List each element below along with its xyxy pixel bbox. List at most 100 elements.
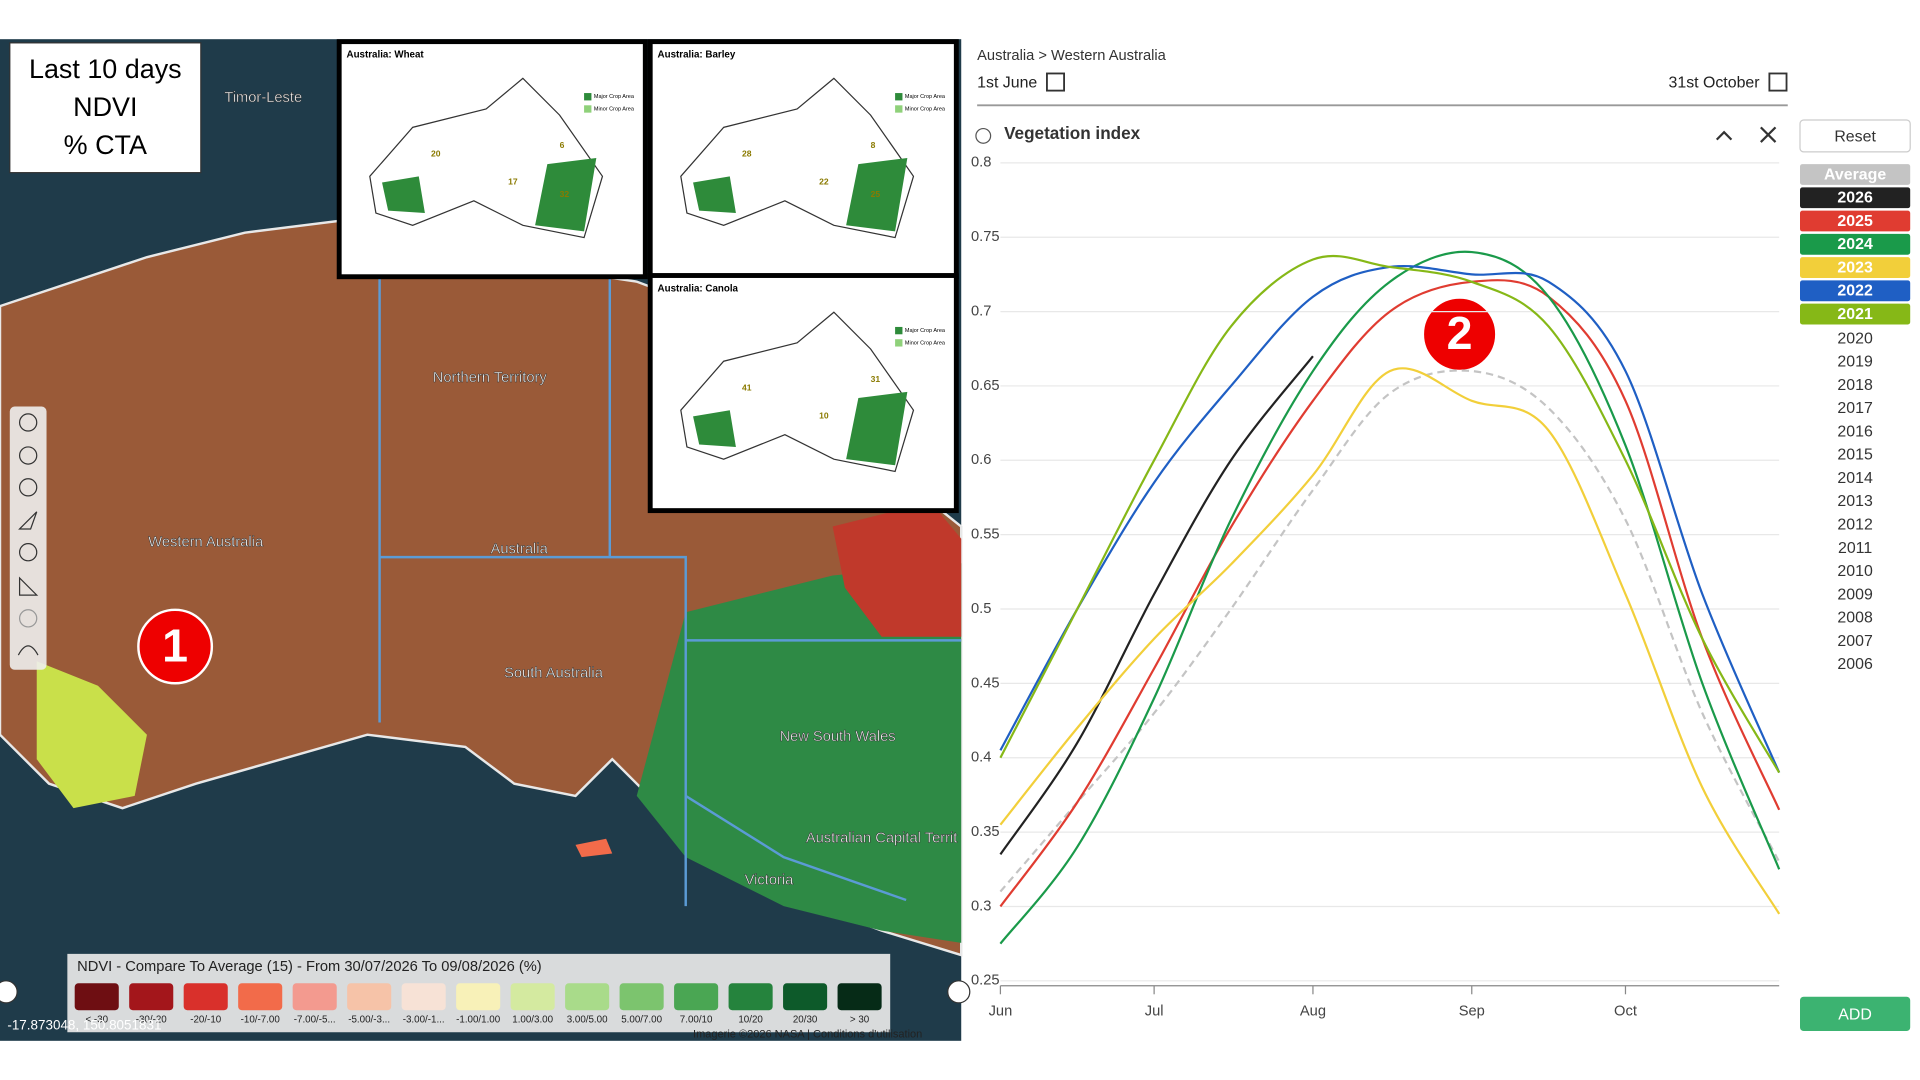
legend-label: 2024 [1837, 236, 1873, 253]
add-button[interactable] [1800, 996, 1911, 1032]
y-tick-label: 0.65 [971, 378, 1000, 394]
inset-number: 32 [560, 189, 570, 199]
x-tick-label: Sep [1459, 1003, 1485, 1019]
legend-year: 2014 [1837, 470, 1873, 487]
legend-item[interactable] [1800, 164, 1911, 185]
region-label: South Australia [504, 665, 604, 681]
legend-swatch-label: 3.00/5.00 [567, 1015, 608, 1026]
breadcrumb: Australia > Western Australia [977, 48, 1167, 64]
legend-year: 2016 [1837, 423, 1873, 440]
legend-swatch-label: 1.00/3.00 [512, 1015, 553, 1026]
legend-year: 2010 [1837, 563, 1873, 580]
legend-item[interactable] [1800, 210, 1911, 232]
tool-locate[interactable] [18, 511, 38, 530]
legend-swatch [401, 983, 446, 1011]
legend-label: 2021 [1837, 306, 1873, 323]
reset-label: Reset [1834, 128, 1876, 145]
map-tools [9, 406, 47, 670]
map-attribution: Imagerie ©2026 NASA | Conditions d'utili… [693, 1029, 922, 1041]
y-tick-label: 0.3 [971, 898, 991, 914]
tool-draw[interactable] [17, 645, 39, 656]
legend-year: 2017 [1837, 400, 1873, 417]
map-east-crops [636, 563, 962, 943]
inset-legend-text: Minor Crop Area [905, 340, 946, 346]
tool-zoom-out[interactable] [18, 478, 38, 497]
start-date: 1st June [977, 74, 1037, 91]
legend-item[interactable] [1800, 257, 1911, 278]
marker-number: 1 [162, 619, 188, 671]
tool-search[interactable] [18, 543, 38, 562]
collapse-button[interactable] [1715, 130, 1733, 141]
legend-item[interactable] [1800, 233, 1911, 255]
series-line [999, 264, 1781, 774]
inset-legend-swatch [895, 326, 903, 335]
legend-swatch-label: -1.00/1.00 [456, 1015, 501, 1026]
legend-year: 2020 [1837, 330, 1873, 347]
series-line [999, 279, 1781, 908]
map-prev[interactable] [0, 980, 18, 1004]
y-tick-label: 0.25 [971, 973, 1000, 989]
legend-swatch [456, 983, 501, 1011]
tool-zoom-in[interactable] [18, 446, 38, 465]
info-text: % CTA [64, 130, 147, 160]
inset-legend-text: Minor Crop Area [905, 106, 946, 112]
info-text: Last 10 days [29, 54, 182, 84]
legend-year: 2018 [1837, 377, 1873, 394]
y-tick-label: 0.4 [971, 750, 991, 766]
legend-swatch [565, 983, 610, 1011]
map-east-red [832, 502, 962, 637]
legend-swatch [74, 983, 119, 1011]
tool-bar [9, 406, 47, 670]
inset-number: 41 [742, 382, 752, 392]
legend-year: 2011 [1838, 540, 1872, 557]
marker-number: 2 [1447, 307, 1473, 359]
region-label: Victoria [745, 872, 795, 888]
legend-swatch [510, 983, 555, 1011]
legend-swatch [238, 983, 283, 1011]
close-button[interactable] [1760, 126, 1777, 143]
y-tick-label: 0.75 [971, 229, 1000, 245]
inset-title: Australia: Barley [658, 50, 736, 61]
legend-swatch [837, 983, 882, 1011]
tool-target[interactable] [18, 609, 38, 628]
legend-swatch-label: -20/-10 [190, 1015, 222, 1026]
legend-swatch-label: 10/20 [738, 1015, 763, 1026]
legend-year: 2008 [1837, 610, 1873, 627]
end-calendar-icon[interactable] [1768, 72, 1788, 92]
inset-legend-swatch [895, 339, 903, 347]
legend-year: 2015 [1837, 447, 1873, 464]
legend-label: Average [1824, 166, 1886, 183]
info-text: NDVI [73, 92, 137, 122]
legend-year: 2009 [1837, 586, 1873, 603]
legend-label: 2026 [1837, 190, 1873, 207]
legend-swatch-label: -5.00/-3... [348, 1015, 390, 1026]
inset-legend-text: Minor Crop Area [594, 106, 635, 112]
inset-legend-text: Major Crop Area [594, 94, 635, 100]
region-label: Western Australia [148, 534, 264, 550]
y-tick-label: 0.8 [971, 155, 991, 171]
panel-title: Vegetation index [1004, 123, 1141, 143]
legend-item[interactable] [1800, 187, 1911, 209]
legend-swatch [783, 983, 828, 1011]
y-tick-label: 0.45 [971, 675, 1000, 691]
legend-year: 2007 [1837, 633, 1873, 650]
map-next[interactable] [947, 980, 971, 1004]
y-tick-label: 0.5 [971, 601, 991, 617]
series-line [999, 369, 1781, 893]
legend-item[interactable] [1800, 303, 1911, 325]
start-calendar-icon[interactable] [1046, 72, 1065, 92]
legend-swatch [129, 983, 174, 1011]
legend-year: 2006 [1837, 656, 1873, 673]
inset-legend-swatch [895, 93, 903, 101]
inset-legend-swatch [584, 93, 592, 101]
inset-title: Australia: Canola [658, 284, 739, 295]
inset-number: 20 [431, 149, 441, 159]
reset-button[interactable] [1799, 119, 1911, 153]
legend-item[interactable] [1800, 280, 1911, 302]
legend-label: 2025 [1837, 213, 1873, 230]
tool-measure[interactable] [18, 576, 39, 596]
tool-layers[interactable] [18, 413, 38, 432]
legend-swatch [619, 983, 664, 1011]
y-tick-label: 0.6 [971, 452, 991, 468]
legend-swatch-label: 20/30 [793, 1015, 818, 1026]
